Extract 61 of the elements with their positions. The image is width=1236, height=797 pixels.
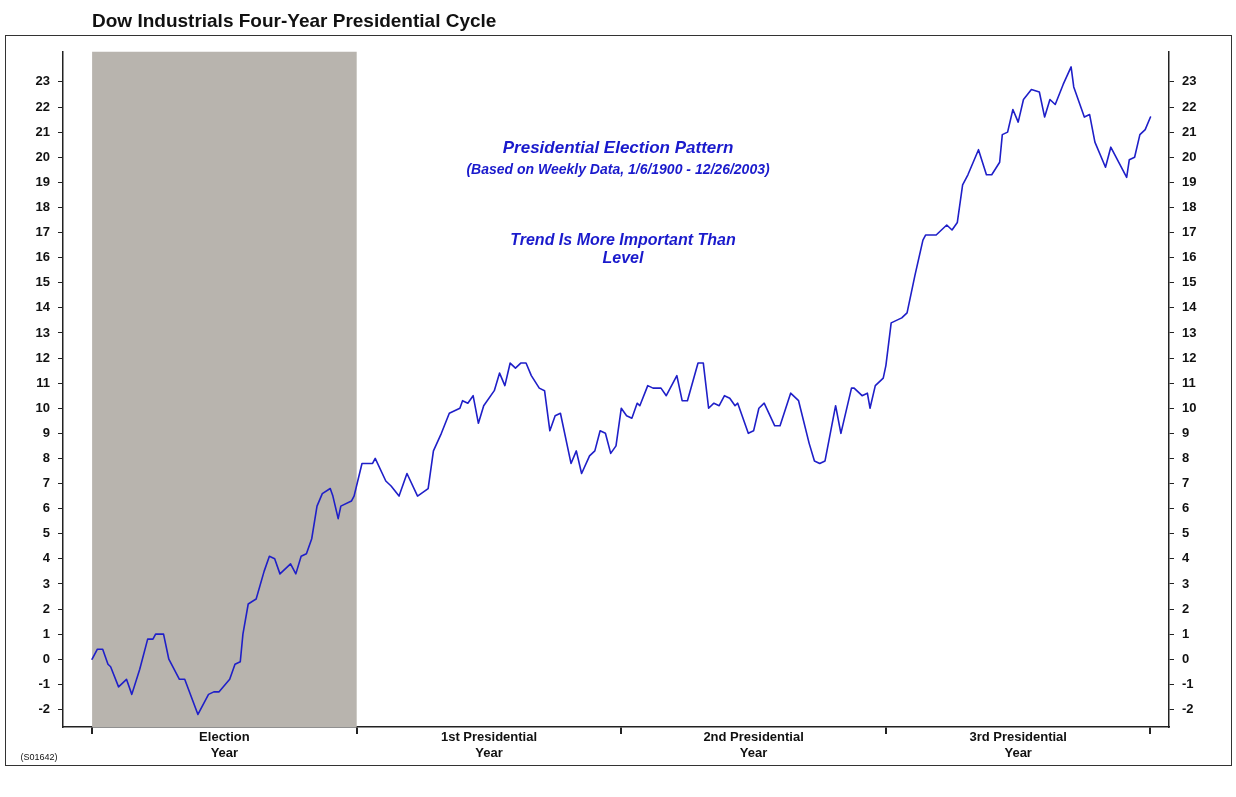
y2-tick-label: 19 [1182, 173, 1197, 189]
y-tick-label: 11 [36, 374, 50, 390]
x-tick-label: 3rd Presidential Year [969, 729, 1067, 760]
y2-tick-label: 3 [1182, 575, 1190, 591]
y2-tick-label: 10 [1182, 399, 1197, 415]
y2-tick-label: -2 [1182, 701, 1194, 717]
y-tick-label: 23 [35, 73, 50, 89]
y-tick-label: 0 [42, 650, 50, 666]
y2-tick-label: 15 [1182, 274, 1197, 290]
y-tick-label: 20 [35, 148, 50, 164]
annotation: Presidential Election Pattern [502, 137, 734, 157]
y-tick-label: 3 [42, 575, 50, 591]
y2-tick-label: 6 [1182, 500, 1190, 516]
y-tick-label: -1 [38, 675, 50, 691]
y-tick-label: 4 [42, 550, 51, 566]
y2-tick-label: 8 [1182, 450, 1190, 465]
y-tick-label: 2 [42, 600, 50, 616]
y2-tick-label: 21 [1182, 123, 1197, 139]
x-tick-label: Election Year [199, 729, 250, 760]
y2-tick-label: 0 [1182, 650, 1190, 666]
x-tick-label: 2nd Presidential Year [703, 729, 804, 760]
y-tick-label: 5 [42, 525, 50, 541]
y2-tick-label: 5 [1182, 525, 1190, 541]
y-tick-label: 22 [35, 98, 50, 114]
y2-tick-label: 9 [1182, 424, 1190, 440]
y-tick-label: 10 [35, 399, 50, 415]
y-tick-label: 12 [35, 349, 50, 365]
y2-tick-label: 17 [1182, 224, 1197, 240]
y2-tick-label: 1 [1182, 625, 1190, 641]
y2-tick-label: 16 [1182, 249, 1197, 265]
y2-tick-label: 18 [1182, 199, 1197, 214]
y-tick-label: 1 [42, 625, 50, 641]
y-tick-label: 6 [42, 500, 50, 516]
y-tick-label: 21 [35, 123, 50, 139]
y-tick-label: 16 [35, 249, 50, 265]
y-tick-label: 19 [35, 173, 50, 189]
y-tick-label: 15 [35, 274, 50, 290]
y-tick-label: 17 [35, 224, 50, 240]
y2-tick-label: 23 [1182, 73, 1197, 89]
y-tick-label: 18 [35, 199, 50, 214]
chart-title: Dow Industrials Four-Year Presidential Cycle [92, 10, 497, 32]
y-tick-label: -2 [38, 701, 50, 717]
y-tick-label: 9 [42, 424, 50, 440]
y2-tick-label: 14 [1182, 299, 1198, 315]
y-tick-label: 13 [35, 324, 50, 340]
y-tick-label: 8 [42, 450, 50, 465]
y2-tick-label: 20 [1182, 148, 1197, 164]
y2-tick-label: 11 [1182, 374, 1196, 390]
y-tick-label: 7 [42, 475, 50, 491]
x-tick-label: 1st Presidential Year [440, 729, 538, 760]
y2-tick-label: 13 [1182, 324, 1197, 340]
y2-tick-label: -1 [1182, 675, 1194, 691]
y2-tick-label: 4 [1182, 550, 1190, 566]
y2-tick-label: 22 [1182, 98, 1197, 114]
y2-tick-label: 7 [1182, 475, 1190, 491]
annotation: (Based on Weekly Data, 1/6/1900 - 12/26/2003) [466, 160, 770, 177]
y2-tick-label: 12 [1182, 349, 1197, 365]
text: (S01642) [20, 752, 58, 763]
y-tick-label: 14 [35, 299, 51, 315]
y2-tick-label: 2 [1182, 600, 1190, 616]
annotation: Trend Is More Important Than Level [510, 231, 736, 267]
